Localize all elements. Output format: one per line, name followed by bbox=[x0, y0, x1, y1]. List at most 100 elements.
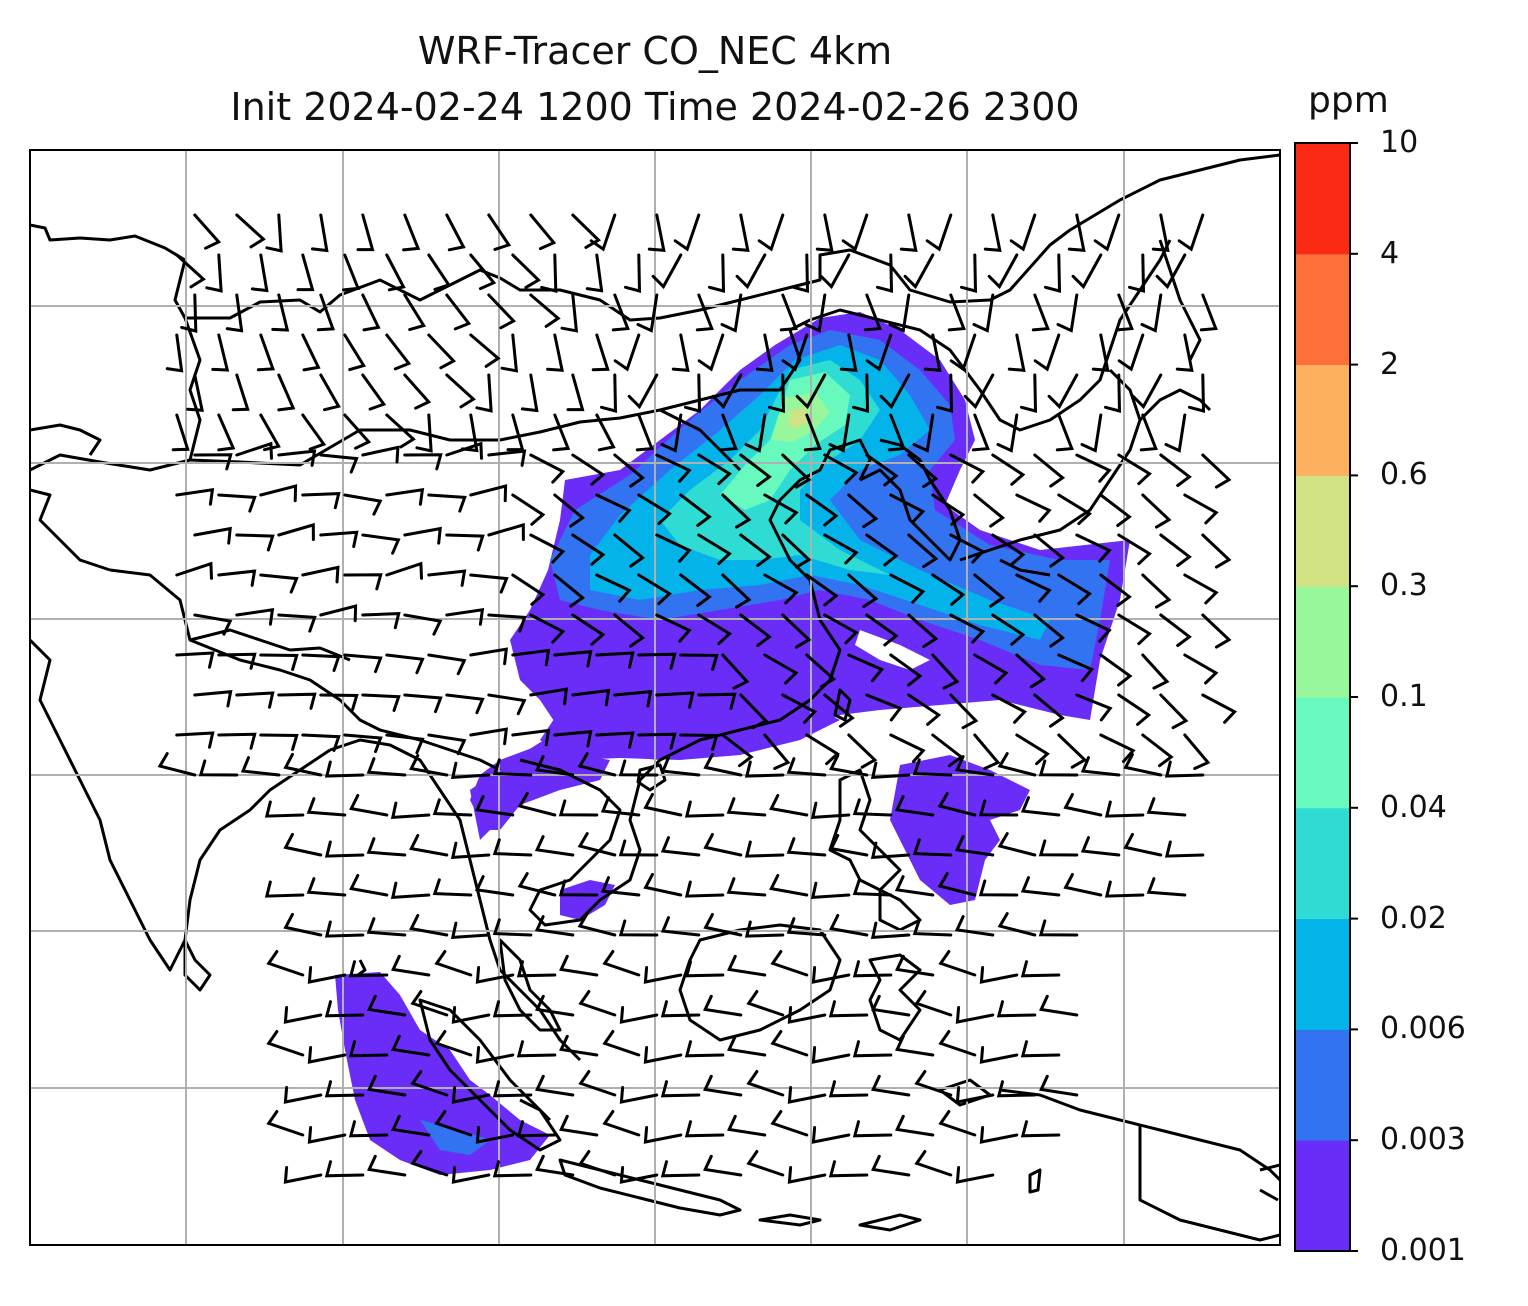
wind-barb bbox=[828, 1080, 869, 1098]
wind-barb bbox=[768, 373, 786, 413]
wind-barb bbox=[781, 613, 812, 649]
wind-barb bbox=[1141, 653, 1170, 690]
wind-barb bbox=[487, 213, 512, 251]
wind-barb bbox=[744, 840, 785, 858]
wind-barb bbox=[679, 573, 712, 607]
wind-barb bbox=[1075, 533, 1112, 563]
wind-barb bbox=[1128, 253, 1146, 293]
colorbar-tick-label: 0.1 bbox=[1380, 679, 1428, 714]
wind-barb bbox=[931, 653, 960, 690]
wind-barb bbox=[474, 875, 515, 897]
wind-barb bbox=[361, 293, 381, 332]
wind-barb bbox=[1015, 653, 1047, 689]
wind-barb bbox=[487, 293, 517, 330]
co-plume bbox=[335, 312, 1130, 1175]
wind-barb bbox=[703, 833, 743, 857]
wind-barb bbox=[283, 1006, 323, 1024]
wind-barb bbox=[757, 213, 785, 252]
wind-barb bbox=[434, 1110, 473, 1137]
wind-barb bbox=[259, 573, 299, 594]
colorbar-frame bbox=[1294, 142, 1351, 1252]
wind-barb bbox=[721, 573, 752, 609]
wind-barb bbox=[786, 837, 827, 857]
colorbar-tick-label: 0.3 bbox=[1380, 568, 1428, 604]
wind-barb bbox=[410, 1070, 449, 1097]
wind-barb bbox=[171, 413, 190, 452]
wind-barb bbox=[635, 413, 654, 452]
wind-barb bbox=[1159, 533, 1192, 567]
wind-barb bbox=[1047, 373, 1079, 410]
wind-barb bbox=[319, 693, 359, 711]
wind-barb bbox=[1015, 493, 1052, 523]
wind-barb bbox=[889, 573, 926, 604]
wind-barb bbox=[914, 1070, 953, 1097]
wind-barb bbox=[852, 960, 893, 978]
wind-barb bbox=[492, 1000, 533, 1018]
wind-barb bbox=[1183, 653, 1219, 685]
wind-barb bbox=[865, 613, 899, 647]
wind-barb bbox=[781, 333, 809, 372]
wind-barb bbox=[157, 752, 197, 777]
wind-barb bbox=[602, 1110, 641, 1137]
wind-barb bbox=[553, 573, 586, 608]
wind-barb bbox=[534, 915, 575, 937]
wind-barb bbox=[673, 213, 701, 252]
wind-barb bbox=[937, 872, 977, 897]
wind-barb bbox=[1020, 373, 1038, 413]
wind-barb bbox=[283, 833, 323, 857]
wind-barb bbox=[679, 493, 712, 527]
wind-barb bbox=[578, 990, 617, 1017]
wind-barb bbox=[316, 293, 335, 332]
wind-barb bbox=[720, 293, 743, 333]
wind-barb bbox=[703, 913, 743, 937]
wind-barb bbox=[1117, 533, 1152, 566]
wind-barb bbox=[1057, 653, 1095, 683]
wind-barb bbox=[829, 834, 869, 857]
wind-barb bbox=[535, 994, 575, 1017]
wind-barb bbox=[487, 613, 527, 633]
wind-barb bbox=[1104, 880, 1145, 898]
wind-barb bbox=[427, 733, 467, 756]
wind-barb bbox=[1033, 453, 1066, 488]
wind-barb bbox=[361, 445, 400, 464]
wind-barb bbox=[763, 493, 799, 525]
wind-barb bbox=[427, 493, 467, 513]
wind-barb bbox=[936, 373, 954, 413]
wind-barb bbox=[684, 800, 725, 818]
wind-barb bbox=[415, 413, 433, 453]
colorbar-segment bbox=[1295, 475, 1350, 587]
plume-south-band bbox=[540, 690, 840, 760]
wind-barb bbox=[175, 488, 215, 506]
wind-barb bbox=[175, 731, 215, 749]
wind-barb bbox=[409, 914, 449, 937]
wind-barb bbox=[264, 880, 305, 898]
wind-barb bbox=[786, 757, 827, 777]
wind-barb bbox=[301, 653, 341, 672]
wind-barb bbox=[991, 533, 1026, 566]
wind-barb bbox=[955, 1086, 995, 1104]
wind-barb bbox=[534, 835, 575, 857]
wind-barb bbox=[385, 653, 425, 675]
wind-barb bbox=[1141, 493, 1172, 529]
wind-barb bbox=[697, 453, 732, 486]
wind-barb bbox=[925, 213, 953, 252]
wind-barb bbox=[301, 413, 327, 451]
wind-barb bbox=[703, 994, 743, 1017]
wind-barb bbox=[613, 690, 653, 708]
wind-barb bbox=[991, 613, 1026, 646]
wind-barb bbox=[469, 647, 509, 666]
wind-barb bbox=[1099, 653, 1133, 687]
wind-barb bbox=[1055, 413, 1074, 452]
wind-barb bbox=[1141, 733, 1174, 768]
wind-barb bbox=[390, 881, 431, 900]
wind-barb bbox=[307, 966, 347, 984]
wind-barb bbox=[283, 1086, 323, 1104]
wind-barb bbox=[770, 1030, 809, 1057]
wind-barb bbox=[1038, 759, 1079, 777]
wind-barb bbox=[319, 373, 341, 412]
wind-barb bbox=[1038, 839, 1079, 857]
wind-barb bbox=[828, 1160, 869, 1178]
wind-barb bbox=[492, 918, 533, 937]
wind-barb bbox=[427, 569, 467, 587]
wind-barb bbox=[889, 493, 926, 524]
